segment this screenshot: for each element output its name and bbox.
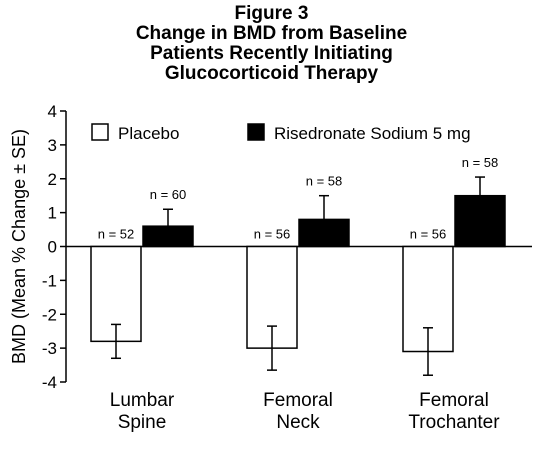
y-axis-label: BMD (Mean % Change ± SE): [9, 129, 29, 364]
legend-swatch-risedronate: [247, 123, 265, 141]
title-line-2: Change in BMD from Baseline: [135, 23, 408, 44]
n-label: n = 58: [462, 155, 499, 170]
legend-swatch-placebo: [91, 123, 109, 141]
title-line-1: Figure 3: [234, 3, 309, 24]
y-tick-label: 4: [48, 102, 57, 121]
y-tick-label: -3: [42, 339, 57, 358]
y-tick-label: -1: [42, 271, 57, 290]
category-label: Neck: [276, 412, 320, 433]
n-label: n = 58: [306, 174, 343, 189]
chart-title: Figure 3 Change in BMD from Baseline Pat…: [0, 4, 543, 84]
n-label: n = 56: [410, 227, 447, 242]
legend-label-placebo: Placebo: [118, 124, 179, 143]
y-tick-label: -2: [42, 305, 57, 324]
n-label: n = 52: [98, 227, 135, 242]
y-tick-label: 1: [48, 204, 57, 223]
y-tick-label: 3: [48, 136, 57, 155]
category-label: Lumbar: [110, 390, 175, 411]
n-label: n = 56: [254, 227, 291, 242]
legend-label-risedronate: Risedronate Sodium 5 mg: [274, 124, 471, 143]
category-label: Femoral: [419, 390, 489, 411]
y-tick-label: 0: [48, 238, 57, 257]
y-tick-label: 2: [48, 170, 57, 189]
n-label: n = 60: [150, 187, 187, 202]
category-label: Trochanter: [408, 412, 500, 433]
title-line-4: Glucocorticoid Therapy: [164, 63, 379, 84]
category-label: Femoral: [263, 390, 333, 411]
category-label: Spine: [118, 412, 167, 433]
title-line-3: Patients Recently Initiating: [150, 43, 393, 64]
y-tick-label: -4: [42, 373, 57, 392]
